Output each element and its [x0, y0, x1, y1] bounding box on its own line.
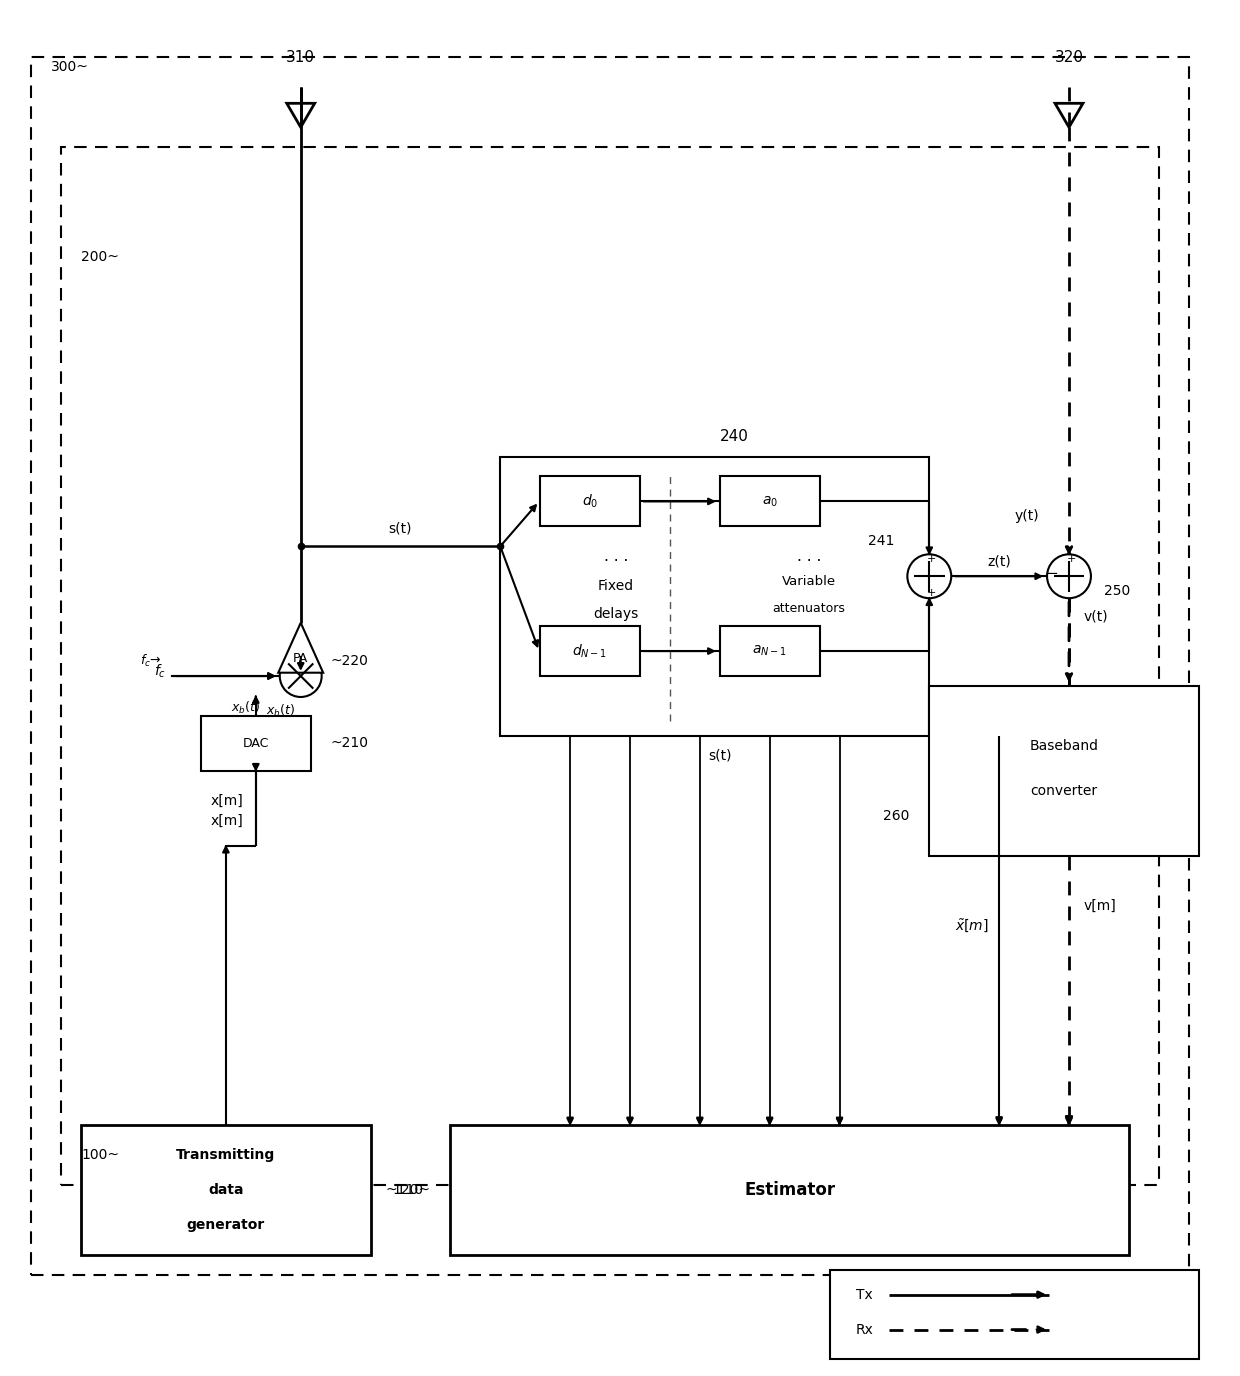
Circle shape	[908, 555, 951, 599]
Text: 300~: 300~	[51, 61, 89, 74]
Bar	[61, 147, 1159, 1185]
Text: 100~: 100~	[81, 1148, 119, 1161]
Text: 240: 240	[720, 429, 749, 444]
Text: PA: PA	[293, 652, 309, 665]
Bar	[830, 1270, 1199, 1359]
Text: 260: 260	[883, 809, 909, 823]
Polygon shape	[278, 623, 324, 673]
Text: Estimator: Estimator	[744, 1181, 836, 1198]
Text: · · ·: · · ·	[797, 553, 821, 568]
Text: · · ·: · · ·	[604, 553, 629, 568]
Bar	[81, 1126, 371, 1255]
Text: v[m]: v[m]	[1084, 899, 1117, 912]
Text: attenuators: attenuators	[773, 601, 846, 615]
Text: s(t): s(t)	[708, 749, 732, 762]
Bar	[541, 476, 640, 527]
Bar	[201, 716, 311, 771]
Text: $f_c$→: $f_c$→	[140, 654, 161, 669]
Text: +: +	[926, 555, 936, 564]
Text: +: +	[1066, 555, 1075, 564]
Text: Tx: Tx	[856, 1288, 873, 1302]
Text: Variable: Variable	[782, 575, 836, 588]
Text: v(t): v(t)	[1084, 610, 1109, 623]
Bar	[450, 1126, 1128, 1255]
Text: 241: 241	[868, 534, 894, 548]
Text: $a_0$: $a_0$	[761, 494, 777, 509]
Text: +: +	[926, 588, 936, 599]
Bar	[541, 626, 640, 676]
Text: 310: 310	[286, 50, 315, 65]
Text: converter: converter	[1030, 784, 1097, 798]
Text: $\tilde{x}[m]$: $\tilde{x}[m]$	[955, 916, 990, 934]
Bar	[929, 687, 1199, 856]
Text: 200~: 200~	[81, 250, 119, 264]
Text: generator: generator	[187, 1218, 265, 1232]
Text: s(t): s(t)	[389, 522, 412, 535]
Text: ~110: ~110	[386, 1183, 424, 1197]
Text: data: data	[208, 1183, 243, 1197]
Text: ~220: ~220	[331, 654, 368, 669]
Text: $d_0$: $d_0$	[582, 493, 598, 510]
Text: −: −	[1045, 566, 1059, 581]
Text: 250: 250	[1104, 585, 1130, 599]
Text: 320: 320	[1054, 50, 1084, 65]
Text: DAC: DAC	[243, 738, 269, 750]
Text: x[m]: x[m]	[211, 794, 244, 808]
Text: $x_b(t)$: $x_b(t)$	[265, 703, 295, 720]
Text: $d_{N-1}$: $d_{N-1}$	[573, 643, 608, 659]
Text: 120~: 120~	[392, 1183, 430, 1197]
Text: x[m]: x[m]	[211, 813, 244, 828]
Text: ~210: ~210	[331, 736, 368, 750]
Text: Transmitting: Transmitting	[176, 1148, 275, 1161]
Text: $a_{N-1}$: $a_{N-1}$	[753, 644, 787, 658]
Text: Rx: Rx	[856, 1322, 873, 1336]
Text: z(t): z(t)	[987, 555, 1011, 568]
Circle shape	[280, 655, 321, 698]
Circle shape	[1047, 555, 1091, 599]
Text: Fixed: Fixed	[598, 579, 634, 593]
Bar	[719, 476, 820, 527]
Bar	[31, 58, 1189, 1274]
Text: $f_c$: $f_c$	[154, 662, 166, 680]
Text: Baseband: Baseband	[1029, 739, 1099, 753]
Bar	[500, 457, 929, 736]
Bar	[719, 626, 820, 676]
Text: y(t): y(t)	[1014, 509, 1039, 523]
Text: delays: delays	[594, 607, 639, 621]
Text: $x_b(t)$: $x_b(t)$	[231, 700, 260, 716]
